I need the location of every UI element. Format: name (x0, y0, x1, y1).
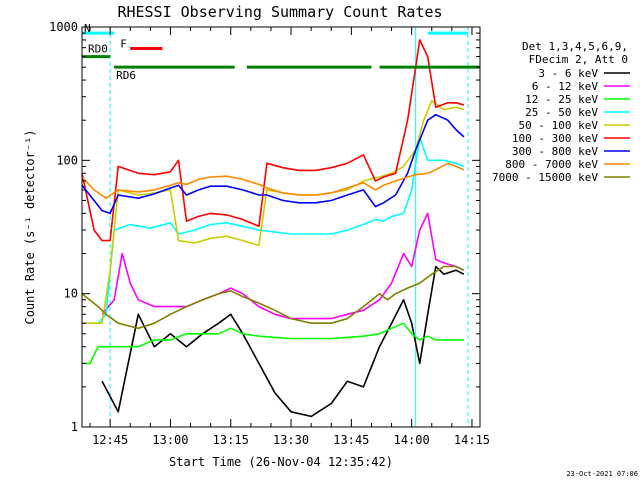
y-tick-label: 100 (56, 153, 78, 167)
chart-title: RHESSI Observing Summary Count Rates (117, 3, 442, 21)
x-axis-label: Start Time (26-Nov-04 12:35:42) (169, 455, 393, 469)
plot-area (109, 27, 469, 427)
legend-entry-label: 7000 - 15000 keV (492, 171, 598, 184)
y-tick-label: 10 (64, 287, 78, 301)
series-line-1 (101, 212, 465, 320)
status-label: F (120, 37, 127, 50)
plot-frame (81, 26, 481, 428)
axis-ticks: 12:45 13:00 13:15 13:30 13:45 14:00 14:15 1 10 10… (49, 20, 490, 447)
legend-entry-label: 12 - 25 keV (525, 93, 598, 106)
series-line-2 (82, 322, 464, 365)
series-line-5 (81, 39, 465, 242)
series-line-3 (82, 136, 465, 324)
legend-entry-label: 100 - 300 keV (512, 132, 598, 145)
series-line-6 (81, 113, 465, 215)
x-tick-label: 14:00 (394, 433, 430, 447)
series-line-8 (81, 265, 465, 330)
status-label: RD6 (116, 69, 136, 82)
legend-entry-label: 3 - 6 keV (538, 67, 598, 80)
series-line-4 (82, 99, 465, 324)
x-tick-label: 13:45 (333, 433, 369, 447)
legend-entry-label: 50 - 100 keV (519, 119, 599, 132)
timestamp-stamp: 23-Oct-2021 07:06 (566, 470, 638, 478)
segments-layer: N F RD0 RD6 (82, 22, 480, 82)
series-layer (81, 39, 465, 418)
y-tick-label: 1000 (49, 20, 78, 34)
legend-entry-label: 300 - 800 keV (512, 145, 598, 158)
legend-entry-label: 800 - 7000 keV (505, 158, 598, 171)
series-line-7 (81, 162, 465, 199)
status-label: N (84, 22, 91, 35)
legend-entry-label: 6 - 12 keV (532, 80, 599, 93)
x-tick-label: 13:30 (273, 433, 309, 447)
y-axis-label: Count Rate (s⁻¹ detector⁻¹) (23, 129, 37, 324)
legend-entry-label: 25 - 50 keV (525, 106, 598, 119)
x-tick-label: 13:15 (213, 433, 249, 447)
x-tick-label: 12:45 (92, 433, 128, 447)
y-tick-label: 1 (71, 420, 78, 434)
legend: Det 1,3,4,5,6,9,FDecim 2, Att 03 - 6 keV… (492, 40, 630, 184)
legend-header-line: FDecim 2, Att 0 (529, 53, 628, 66)
x-tick-label: 13:00 (152, 433, 188, 447)
status-label: RD0 (88, 43, 108, 56)
x-tick-label: 14:15 (454, 433, 490, 447)
legend-header-line: Det 1,3,4,5,6,9, (522, 40, 628, 53)
series-line-0 (101, 265, 465, 418)
